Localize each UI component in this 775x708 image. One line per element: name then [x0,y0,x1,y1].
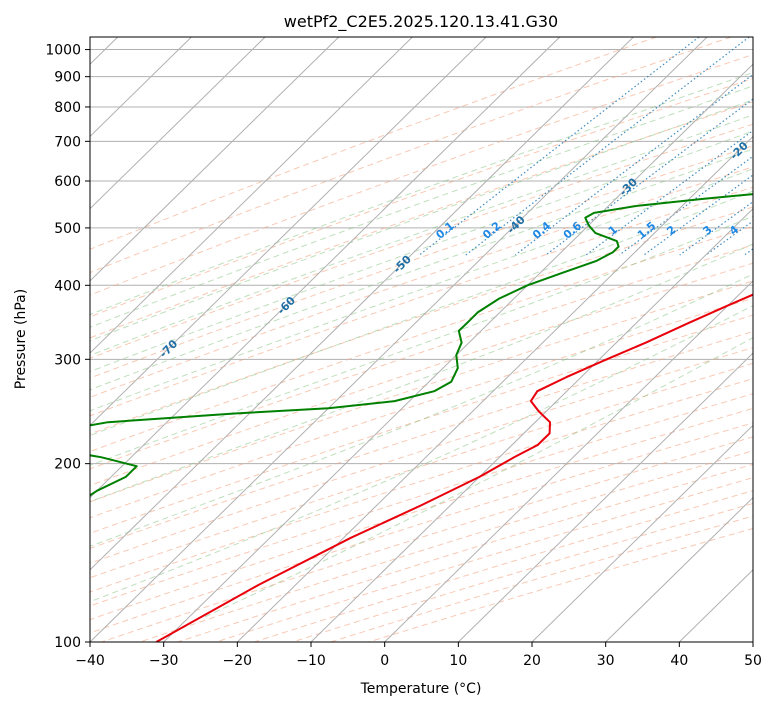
x-tick-label: −20 [223,653,253,669]
moist-adiabat [90,114,753,356]
mixing-ratio-lines [419,37,753,256]
dry-adiabat [90,37,732,274]
dry-adiabat [90,186,753,417]
y-tick-label: 600 [54,174,81,190]
isotherm-line [310,207,753,642]
dry-adiabat [90,347,753,564]
x-axis-title: Temperature (°C) [360,681,482,697]
y-tick-label: 300 [54,352,81,368]
x-tick-label: −40 [75,653,105,669]
x-tick-label: −30 [149,653,179,669]
x-tick-label: 30 [597,653,615,669]
isotherm-line [90,37,340,282]
mixing-ratio-line [419,37,700,256]
moist-adiabat [90,130,753,373]
y-tick-label: 200 [54,457,81,473]
dry-adiabat [90,244,753,470]
dewpoint-profile [90,193,753,497]
x-axis-ticks: −40 −30 −20 −10 0 10 20 30 40 50 [75,642,762,669]
isotherm-line [90,37,634,571]
isotherm-line [384,280,753,642]
moist-adiabat [90,190,753,437]
y-tick-label: 100 [54,635,81,651]
dry-adiabat [90,101,753,339]
moist-adiabat [90,168,753,412]
plot-frame [89,36,754,643]
moist-adiabat [90,305,753,603]
mixing-ratio-line [545,98,753,256]
y-tick-label: 500 [54,221,81,237]
mixing-ratio-line [679,200,753,256]
y-tick-label: 1000 [45,43,81,59]
y-axis-title: Pressure (hPa) [13,289,29,389]
isotherms [90,37,753,642]
x-tick-label: 10 [449,653,467,669]
x-tick-label: −10 [296,653,326,669]
isotherm-line [90,37,487,427]
isotherm-line [605,496,753,642]
chart-title: wetPf2_C2E5.2025.120.13.41.G30 [284,12,558,32]
x-tick-label: 20 [523,653,541,669]
x-tick-label: 0 [380,653,389,669]
isotherm-line [457,352,753,642]
isotherm-line [90,37,413,354]
x-tick-label: 40 [670,653,688,669]
dry-adiabat [90,78,753,318]
dry-adiabat [90,330,753,549]
x-tick-label: 50 [744,653,762,669]
moist-adiabat [90,215,753,466]
y-tick-label: 900 [54,70,81,86]
temperature-profile [155,293,753,642]
isotherm-line [236,135,753,642]
pressure-gridlines [90,49,753,642]
isotherm-line [90,37,561,499]
dry-adiabat [90,297,753,519]
y-tick-label: 800 [54,100,81,116]
isotherm-line [163,63,753,642]
dry-adiabat [90,378,753,593]
dry-adiabat [90,54,753,296]
y-tick-label: 700 [54,134,81,150]
dry-adiabat [90,280,753,503]
isotherm-line [531,424,753,642]
isotherm-line [90,37,708,642]
sounding-series [90,193,753,642]
y-tick-label: 400 [54,278,81,294]
mixing-ratio-line [465,37,750,256]
moist-adiabat [203,337,753,618]
y-axis-ticks: 100 200 300 400 500 600 700 800 900 1000 [45,43,90,651]
isotherm-line [90,37,266,210]
